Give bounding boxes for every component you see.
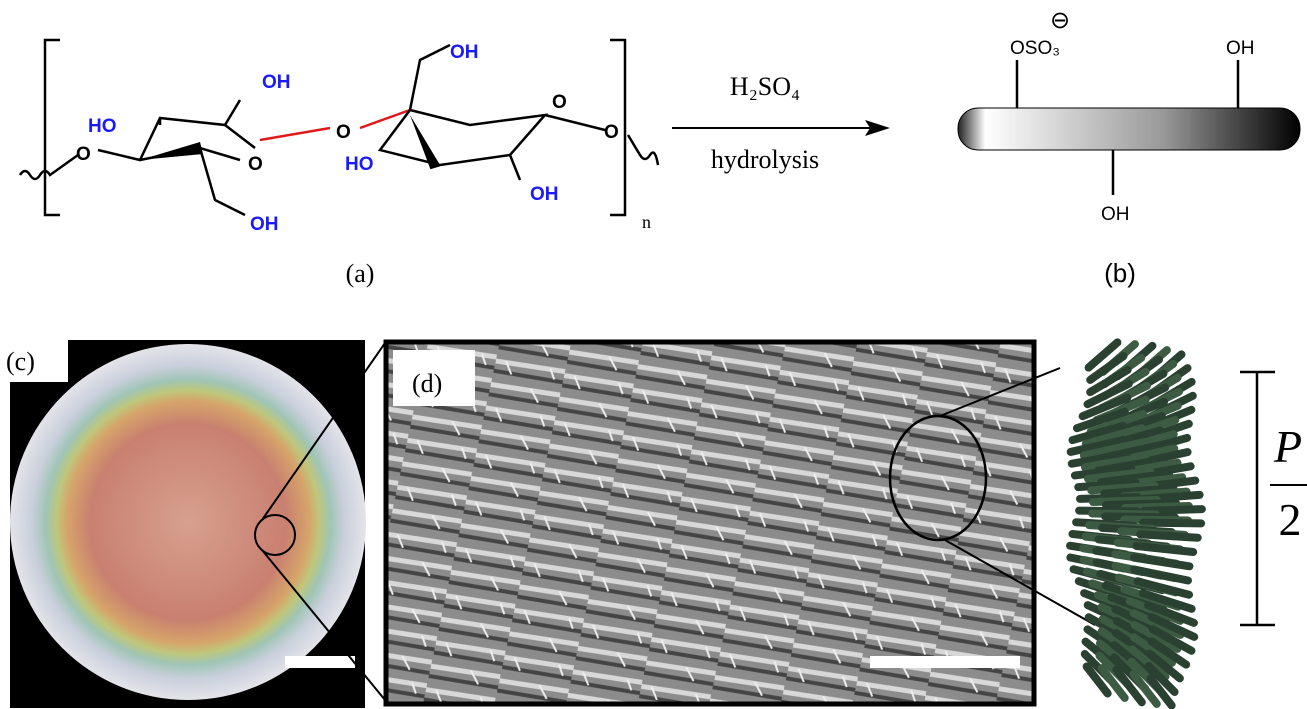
nanorod bbox=[1143, 523, 1201, 524]
hydroxyl: OH bbox=[530, 184, 559, 205]
bridge-oxygen: O bbox=[336, 122, 351, 143]
nanorod bbox=[1140, 534, 1198, 537]
charge: ⊖ bbox=[1050, 7, 1070, 34]
linkage-oxygen: O bbox=[76, 144, 91, 165]
nanocrystal bbox=[958, 108, 1300, 150]
helicoid-model bbox=[1070, 342, 1202, 705]
right-ring bbox=[380, 45, 605, 180]
pitch-numerator: P bbox=[1273, 421, 1302, 472]
scale-bar bbox=[285, 656, 355, 668]
wavy-bond bbox=[628, 135, 658, 165]
panel-label: (d) bbox=[412, 369, 442, 398]
scale-bar bbox=[870, 656, 1020, 668]
hydroxyl: HO bbox=[88, 116, 117, 137]
wavy-bond bbox=[20, 155, 78, 179]
panel-b: OSO₃ ⊖ OH OH (b) bbox=[958, 7, 1300, 288]
sem-image bbox=[386, 342, 1034, 704]
linkage-oxygen: O bbox=[604, 122, 619, 143]
ring-oxygen: O bbox=[552, 92, 567, 113]
panel-a: HO OH OH OH HO OH O O O O O n (a) bbox=[20, 40, 658, 288]
pitch-denominator: 2 bbox=[1279, 494, 1302, 545]
pitch-marker: P 2 bbox=[1240, 372, 1307, 625]
panel-label: (b) bbox=[1104, 258, 1136, 288]
reaction: H₂SO₄ hydrolysis bbox=[672, 72, 890, 174]
hydroxyl: OH bbox=[250, 214, 279, 235]
hydroxyl: HO bbox=[345, 154, 374, 175]
panel-label: (c) bbox=[6, 347, 35, 376]
panel-d: (d) bbox=[262, 342, 1095, 704]
film-disk bbox=[10, 344, 366, 700]
glycosidic-bond bbox=[260, 110, 410, 140]
nanorod bbox=[1134, 558, 1189, 567]
hydroxyl: OH bbox=[262, 72, 291, 93]
sulfate-group: OSO₃ bbox=[1010, 38, 1060, 59]
hydroxyl: OH bbox=[450, 42, 479, 63]
left-ring bbox=[98, 100, 255, 215]
condition: hydrolysis bbox=[711, 145, 819, 174]
reagent: H₂SO₄ bbox=[730, 72, 800, 101]
repeat-index: n bbox=[642, 212, 651, 232]
nanorod bbox=[1136, 546, 1193, 552]
hydroxyl: OH bbox=[1226, 38, 1255, 59]
panel-c: (c) bbox=[0, 340, 366, 708]
hydroxyl: OH bbox=[1101, 204, 1130, 225]
figure: HO OH OH OH HO OH O O O O O n (a) H₂SO₄ … bbox=[0, 0, 1307, 709]
ring-oxygen: O bbox=[248, 154, 263, 175]
panel-label: (a) bbox=[346, 259, 375, 288]
